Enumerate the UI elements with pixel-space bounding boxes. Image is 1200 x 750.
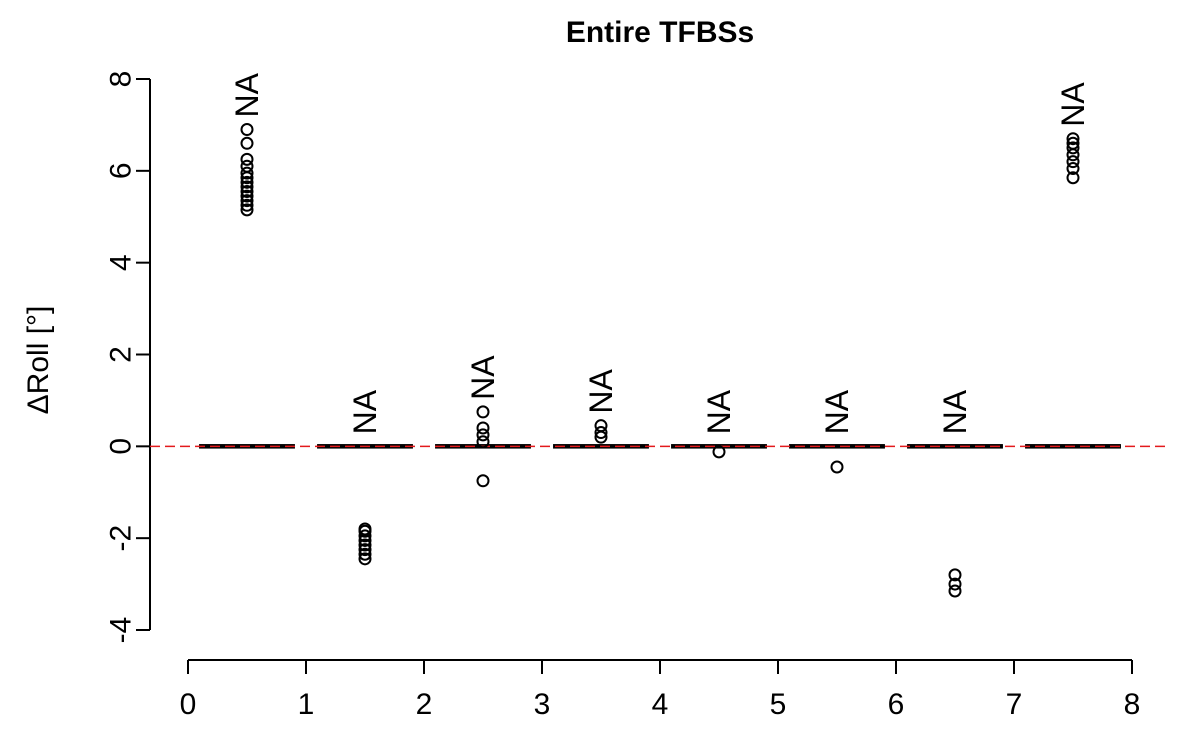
outlier-point [358,547,372,561]
outlier-point [358,533,372,547]
outlier-point [1066,162,1080,176]
outlier-point [358,529,372,543]
x-tick-label: 2 [416,688,433,721]
x-tick-label: 5 [770,688,787,721]
outlier-point [240,152,254,166]
outlier-point [358,543,372,557]
outlier-point [240,198,254,212]
outlier-point [240,184,254,198]
x-tick-label: 3 [534,688,551,721]
na-annotation: NA [701,389,737,434]
outlier-point [240,203,254,217]
outlier-point [1066,141,1080,155]
na-annotation: NA [819,389,855,434]
outlier-point [240,159,254,173]
y-tick-label: -4 [105,617,138,644]
x-tick-label: 7 [1006,688,1023,721]
outlier-point [476,421,490,435]
na-labels: NA NA NA NA NA NA NA NA [229,72,1091,434]
y-ticks: -4 -2 0 2 4 6 8 [105,71,150,644]
outlier-point [712,445,726,459]
outlier-point [1066,155,1080,169]
outlier-point [948,584,962,598]
outlier-point [240,180,254,194]
outlier-point [476,405,490,419]
na-annotation: NA [1055,82,1091,127]
outlier-point [1066,136,1080,150]
outlier-point [1066,171,1080,185]
y-tick-label: 0 [105,438,138,455]
outliers [240,123,1080,598]
x-ticks: 0 1 2 3 4 5 6 7 8 [180,660,1141,721]
y-tick-label: 8 [105,71,138,88]
x-tick-label: 4 [652,688,669,721]
y-axis-title: ΔRoll [°] [22,306,55,415]
x-tick-label: 1 [298,688,315,721]
outlier-point [476,428,490,442]
x-tick-label: 0 [180,688,197,721]
y-tick-label: 2 [105,346,138,363]
y-tick-label: 6 [105,162,138,179]
outlier-point [358,524,372,538]
na-annotation: NA [465,355,501,400]
outlier-point [948,577,962,591]
x-tick-label: 6 [888,688,905,721]
outlier-point [594,430,608,444]
na-annotation: NA [937,389,973,434]
outlier-point [358,552,372,566]
outlier-point [1066,132,1080,146]
outlier-point [830,460,844,474]
outlier-point [240,175,254,189]
outlier-point [594,426,608,440]
na-annotation: NA [229,72,265,117]
outlier-point [240,194,254,208]
y-tick-label: -2 [105,525,138,552]
outlier-point [358,538,372,552]
outlier-point [476,435,490,449]
outlier-point [240,136,254,150]
y-tick-label: 4 [105,254,138,271]
chart-title: Entire TFBSs [566,16,754,49]
outlier-point [240,166,254,180]
outlier-point [476,474,490,488]
na-annotation: NA [583,369,619,414]
x-tick-label: 8 [1124,688,1141,721]
outlier-point [240,123,254,137]
outlier-point [948,568,962,582]
na-annotation: NA [347,389,383,434]
outlier-point [240,189,254,203]
